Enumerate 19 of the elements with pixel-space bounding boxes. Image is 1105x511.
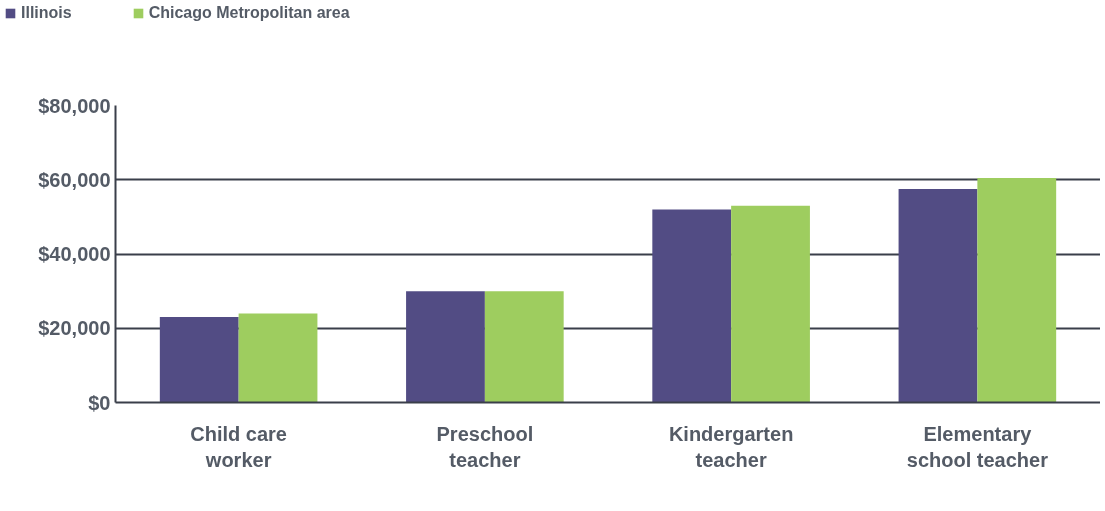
y-tick-label: $20,000 (38, 317, 111, 340)
bar (731, 205, 810, 403)
x-tick-label: Elementary school teacher (906, 422, 1049, 471)
bar (484, 291, 564, 403)
y-tick-label: $40,000 (38, 243, 111, 265)
bar (238, 313, 318, 403)
bar (898, 189, 978, 403)
x-tick-label: Child care worker (190, 422, 287, 471)
bar (159, 317, 239, 403)
y-tick-label: $60,000 (38, 168, 111, 191)
bar (977, 177, 1057, 403)
bar (652, 209, 732, 403)
y-tick-label: $0 (88, 391, 111, 414)
bar (406, 291, 485, 403)
legend-label: Illinois (21, 4, 72, 22)
y-tick-label: $80,000 (38, 94, 111, 117)
x-tick-label: Kindergarten teacher (668, 422, 794, 471)
x-tick-label: Preschool teacher (436, 422, 534, 471)
legend-label: Chicago Metropolitan area (148, 4, 350, 22)
